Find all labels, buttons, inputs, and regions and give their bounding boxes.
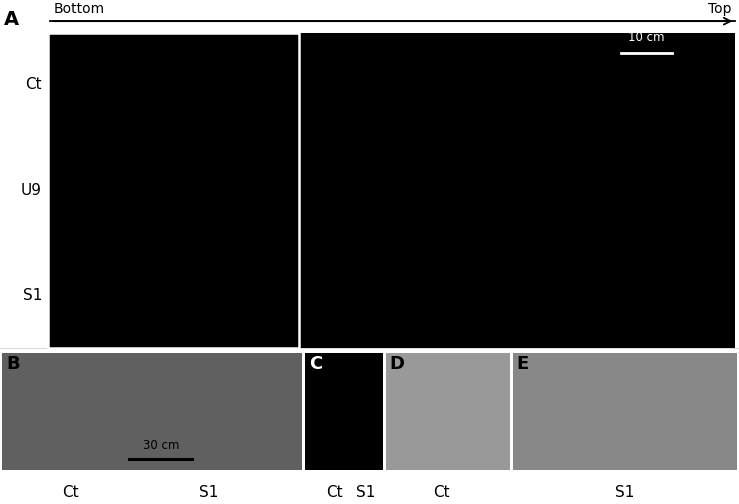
Text: B: B xyxy=(6,355,19,373)
Bar xyxy=(513,353,737,470)
Text: Top: Top xyxy=(708,2,732,16)
Text: S1: S1 xyxy=(200,485,219,500)
Text: D: D xyxy=(389,355,404,373)
Text: Ct: Ct xyxy=(62,485,78,500)
Text: S1: S1 xyxy=(615,485,634,500)
Text: C: C xyxy=(309,355,322,373)
Bar xyxy=(48,33,735,348)
Text: 10 cm: 10 cm xyxy=(628,31,665,44)
Bar xyxy=(305,353,383,470)
Bar xyxy=(2,353,302,470)
Bar xyxy=(386,353,510,470)
Text: S1: S1 xyxy=(23,288,42,303)
Text: Ct: Ct xyxy=(434,485,450,500)
Text: 30 cm: 30 cm xyxy=(143,438,179,452)
Text: Ct: Ct xyxy=(26,77,42,92)
Text: S1: S1 xyxy=(356,485,375,500)
Text: Ct: Ct xyxy=(327,485,343,500)
Text: Bottom: Bottom xyxy=(54,2,105,16)
Text: E: E xyxy=(517,355,529,373)
Text: U9: U9 xyxy=(21,183,42,198)
Bar xyxy=(48,33,299,348)
Text: A: A xyxy=(4,10,18,29)
